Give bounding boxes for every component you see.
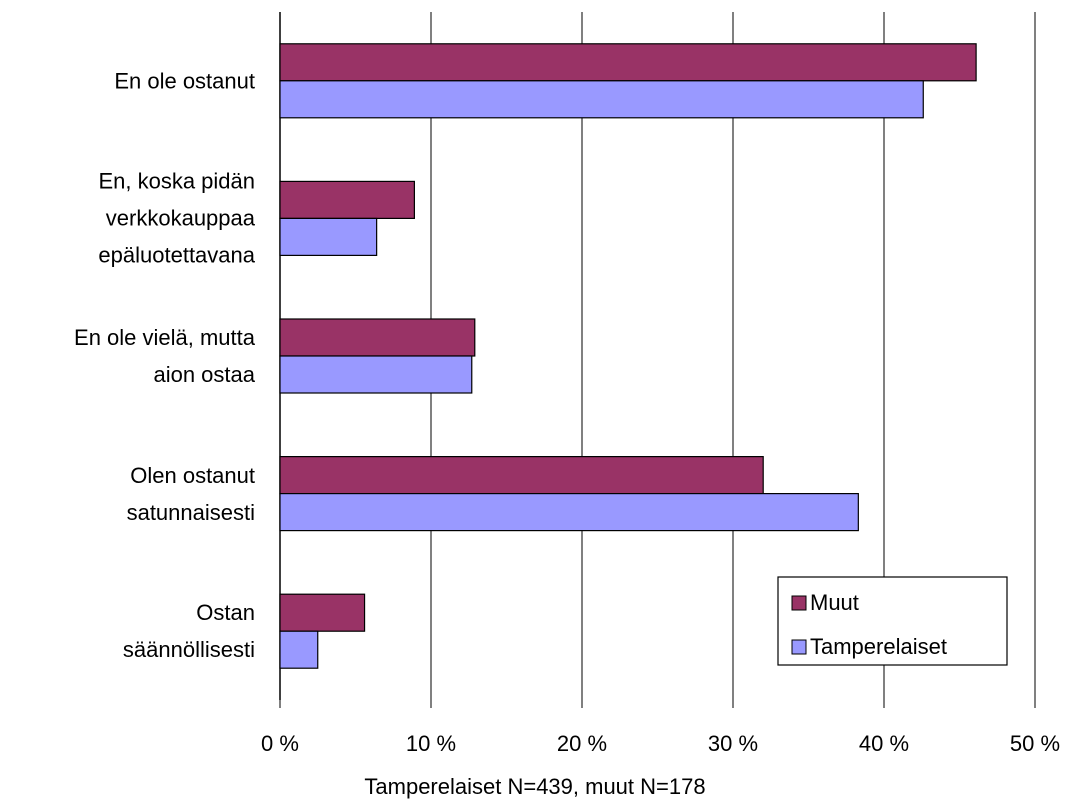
- y-tick-label: En ole ostanut: [114, 68, 255, 94]
- bar: [279, 355, 473, 394]
- x-tick-label: 40 %: [859, 731, 909, 756]
- bar: [279, 180, 415, 219]
- x-tick-label: 20 %: [557, 731, 607, 756]
- bar: [279, 43, 977, 82]
- legend-box: [777, 576, 1008, 666]
- y-tick-label: Olen ostanut satunnaisesti: [126, 462, 255, 525]
- x-tick-label: 0 %: [261, 731, 299, 756]
- legend-label: Tamperelaiset: [810, 634, 947, 659]
- y-tick-label: Ostan säännöllisesti: [122, 600, 255, 663]
- bar: [279, 217, 378, 256]
- x-tick-label: 10 %: [406, 731, 456, 756]
- legend-swatch: [791, 595, 807, 611]
- bar: [279, 493, 859, 532]
- y-tick-label: En ole vielä, mutta aion ostaa: [74, 325, 255, 387]
- bar: [279, 456, 764, 495]
- legend-label: Muut: [810, 590, 859, 615]
- y-tick-label: En, koska pidän verkkokauppaa epäluotett…: [98, 168, 255, 268]
- bar: [279, 80, 924, 119]
- bar: [279, 593, 366, 632]
- bar: [279, 318, 476, 357]
- x-axis-label: Tamperelaiset N=439, muut N=178: [364, 774, 705, 799]
- x-tick-label: 50 %: [1010, 731, 1060, 756]
- bar: [279, 630, 319, 669]
- legend-swatch: [791, 639, 807, 655]
- x-tick-label: 30 %: [708, 731, 758, 756]
